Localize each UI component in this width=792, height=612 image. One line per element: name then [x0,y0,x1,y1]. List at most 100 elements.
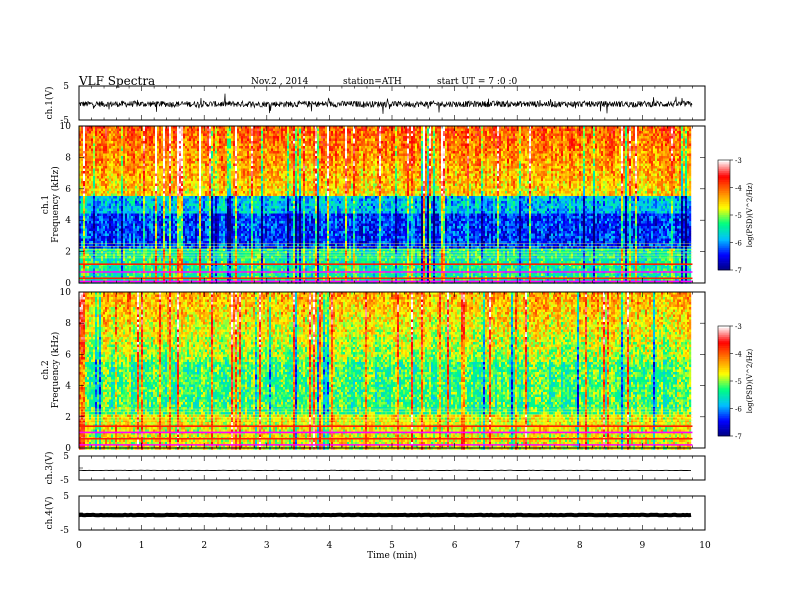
psd-cell [649,161,652,164]
psd-cell [441,148,444,152]
psd-cell [367,128,370,132]
psd-cell [627,148,630,152]
psd-cell [291,131,294,134]
psd-cell [615,138,618,142]
psd-cell [119,161,122,164]
psd-cell [451,156,454,159]
psd-cell [341,161,344,164]
psd-cell [265,131,268,134]
psd-cell [367,138,370,142]
psd-cell [559,141,562,144]
psd-cell [315,128,318,132]
psd-cell [601,133,604,137]
psd-cell [417,136,420,139]
psd-cell [231,128,234,132]
psd-cell [163,146,166,149]
psd-cell [365,163,368,167]
psd-cell [441,138,444,142]
psd-cell [273,153,276,157]
psd-cell [539,161,542,164]
psd-cell [113,146,116,149]
psd-cell [605,133,608,137]
psd-cell [301,163,304,167]
psd-cell [381,158,384,162]
psd-cell [257,138,260,142]
psd-cell [551,146,554,149]
psd-cell [311,126,314,129]
psd-cell [285,143,288,147]
psd-cell [197,153,200,157]
psd-cell [627,133,630,137]
psd-cell [563,148,566,152]
psd-cell [427,156,430,159]
psd-cell [159,133,162,137]
psd-cell [463,163,466,167]
psd-cell [389,133,392,137]
psd-cell [645,148,648,152]
psd-cell [463,146,466,149]
psd-cell [239,156,242,159]
psd-cell [445,143,448,147]
psd-cell [119,138,122,142]
psd-cell [115,156,118,159]
psd-cell [289,163,292,167]
psd-cell [173,126,176,129]
psd-cell [671,146,674,149]
psd-cell [317,136,320,139]
psd-cell [299,128,302,132]
psd-cell [509,141,512,144]
psd-cell [563,126,566,129]
psd-cell [565,148,568,152]
psd-cell [383,156,386,159]
psd-cell [657,153,660,157]
psd-cell [617,138,620,142]
psd-cell [575,156,578,159]
psd-cell [567,156,570,159]
psd-cell [525,156,528,159]
psd-cell [299,143,302,147]
psd-cell [159,141,162,144]
psd-cell [677,133,680,137]
psd-cell [101,161,104,164]
psd-cell [571,138,574,142]
psd-cell [105,156,108,159]
psd-cell [363,161,366,164]
psd-cell [625,151,628,154]
psd-cell [209,126,212,129]
psd-cell [177,146,180,149]
psd-cell [603,128,606,132]
psd-cell [539,126,542,129]
psd-cell [131,148,134,152]
psd-cell [329,143,332,147]
psd-cell [265,126,268,129]
psd-cell [379,131,382,134]
psd-cell [509,136,512,139]
psd-cell [281,136,284,139]
psd-cell [573,156,576,159]
psd-cell [317,146,320,149]
psd-cell [115,153,118,157]
psd-cell [83,151,86,154]
psd-cell [631,138,634,142]
ch1-waveform-panel: 5-5ch.1(V) [44,82,706,126]
psd-cell [411,136,414,139]
psd-cell [257,126,260,129]
psd-cell [683,138,686,142]
psd-cell [333,156,336,159]
psd-cell [215,143,218,147]
psd-cell [443,126,446,129]
psd-cell [97,143,100,147]
psd-cell [531,138,534,142]
psd-cell [147,156,150,159]
psd-cell [657,141,660,144]
psd-cell [473,148,476,152]
psd-cell [383,148,386,152]
psd-cell [79,143,82,147]
psd-cell [527,126,530,129]
psd-cell [135,158,138,162]
psd-cell [357,158,360,162]
psd-cell [157,163,160,167]
psd-cell [619,161,622,164]
psd-cell [287,163,290,167]
psd-cell [347,156,350,159]
